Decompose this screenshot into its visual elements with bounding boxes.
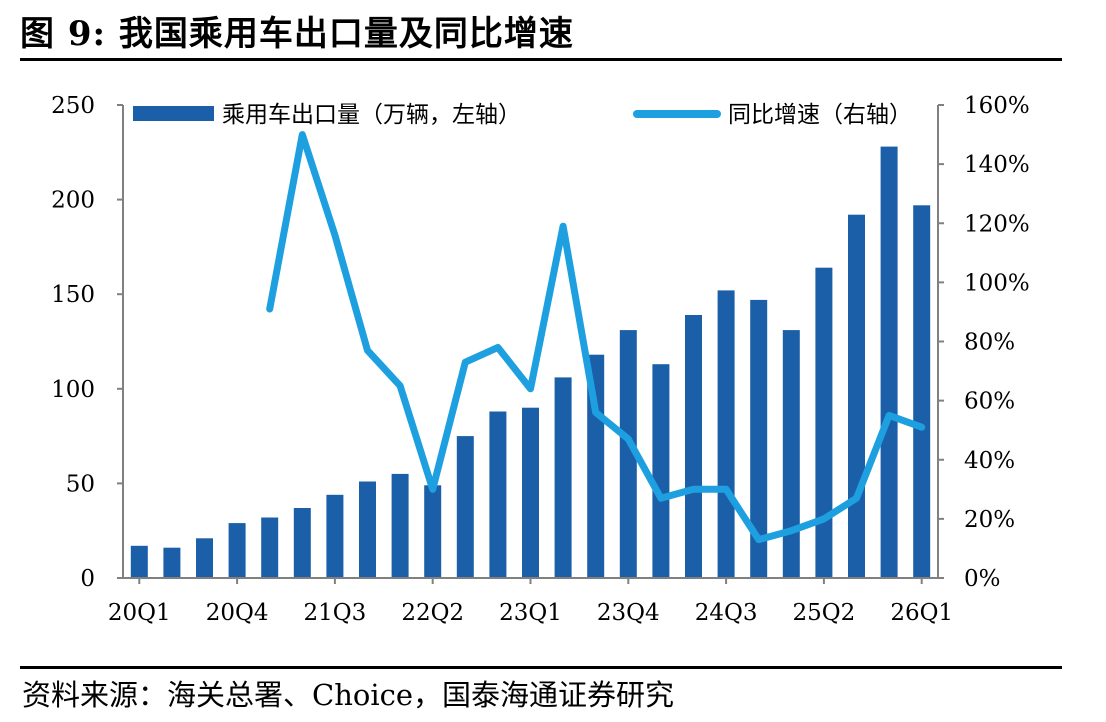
- y-left-tick-label: 250: [51, 93, 95, 119]
- legend-bar-label: 乘用车出口量（万辆，左轴）: [222, 102, 521, 128]
- y-right-tick-label: 100%: [964, 270, 1030, 296]
- bar-23Q2: [554, 377, 572, 578]
- y-right-tick-label: 0%: [964, 566, 1001, 592]
- x-tick-label: 25Q2: [793, 600, 856, 626]
- bar-23Q4: [619, 330, 637, 578]
- bar-24Q1: [652, 364, 670, 578]
- bar-24Q3: [717, 290, 735, 578]
- bar-25Q1: [782, 330, 800, 578]
- bar-21Q4: [359, 481, 376, 578]
- bar-20Q4: [228, 523, 246, 578]
- figure-title: 图 9: 我国乘用车出口量及同比增速: [20, 14, 574, 54]
- x-tick-label: 21Q3: [304, 600, 367, 626]
- bar-23Q3: [587, 354, 605, 578]
- y-right-tick-label: 20%: [964, 507, 1015, 533]
- y-right-tick-label: 40%: [964, 448, 1015, 474]
- legend-line-label: 同比增速（右轴）: [728, 102, 912, 128]
- y-left-tick-label: 100: [51, 377, 95, 403]
- x-tick-label: 22Q2: [401, 600, 464, 626]
- bar-25Q4: [880, 146, 898, 578]
- bar-21Q2: [293, 508, 311, 578]
- bar-22Q2: [424, 485, 442, 578]
- x-tick-label: 24Q3: [695, 600, 758, 626]
- bar-26Q1: [913, 205, 931, 579]
- x-tick-label: 20Q1: [108, 600, 171, 626]
- y-left-tick-label: 150: [51, 282, 95, 308]
- x-tick-label: 23Q1: [499, 600, 562, 626]
- bar-20Q2: [163, 547, 181, 578]
- legend-layer: 乘用车出口量（万辆，左轴） 同比增速（右轴）: [133, 102, 912, 128]
- bar-21Q1: [261, 517, 279, 578]
- legend-bar-swatch: [133, 106, 214, 121]
- bars-layer: [130, 146, 931, 579]
- y-right-tick-label: 160%: [964, 93, 1030, 119]
- bar-22Q4: [489, 411, 507, 578]
- bar-23Q1: [522, 407, 539, 578]
- bar-20Q3: [196, 538, 213, 578]
- source-rule: [20, 666, 1062, 669]
- bar-25Q2: [815, 267, 833, 578]
- x-tick-label: 26Q1: [890, 600, 953, 626]
- bar-21Q3: [326, 494, 344, 578]
- y-right-tick-label: 80%: [964, 330, 1015, 356]
- bar-25Q3: [848, 214, 865, 578]
- bar-24Q4: [750, 299, 768, 578]
- x-tick-label: 23Q4: [597, 600, 660, 626]
- y-left-tick-label: 0: [80, 566, 95, 592]
- bar-24Q2: [685, 315, 702, 578]
- bar-22Q1: [391, 473, 409, 578]
- y-right-tick-label: 60%: [964, 389, 1015, 415]
- x-tick-label: 20Q4: [206, 600, 269, 626]
- source-note: 资料来源：海关总署、Choice，国泰海通证券研究: [22, 678, 675, 712]
- title-rule: [20, 58, 1062, 61]
- y-right-tick-label: 120%: [964, 211, 1030, 237]
- line-layer: [266, 131, 926, 544]
- bar-22Q3: [456, 436, 474, 578]
- y-right-tick-label: 140%: [964, 152, 1030, 178]
- y-left-tick-label: 200: [51, 188, 95, 214]
- y-left-tick-label: 50: [66, 471, 95, 497]
- axes-layer: 0 50 100 150 200 250 0% 20% 40% 60% 80% 100% 120% 140…: [51, 93, 1030, 626]
- bar-20Q1: [130, 545, 148, 578]
